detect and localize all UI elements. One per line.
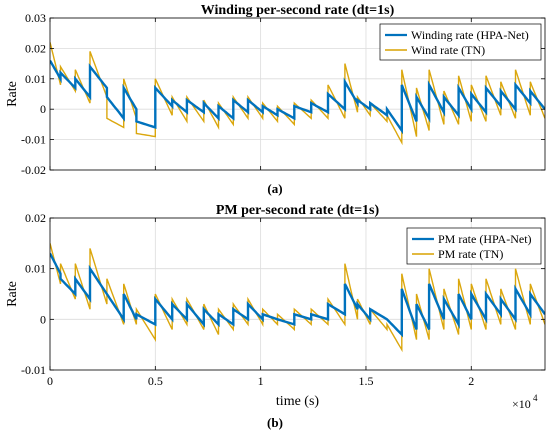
y-tick-label: 0.02: [25, 41, 46, 55]
y-axis-label: Rate: [5, 81, 20, 107]
y-tick-label: 0.01: [25, 262, 46, 276]
y-tick-label: 0.02: [25, 211, 46, 225]
panel-caption: (a): [267, 181, 282, 196]
y-tick-label: -0.01: [21, 363, 46, 377]
series-line-0: [50, 59, 545, 135]
x-tick-label: 0.5: [148, 374, 163, 388]
y-tick-label: 0: [40, 312, 46, 326]
panel-caption: (b): [267, 415, 283, 430]
x-tick-label: 0: [47, 374, 53, 388]
legend-box: [406, 227, 542, 265]
x-tick-label: 2: [468, 374, 474, 388]
x-tick-label: 1: [258, 374, 264, 388]
y-tick-label: 0: [40, 102, 46, 116]
y-tick-label: -0.02: [21, 163, 46, 177]
legend-entry-label: Wind rate (TN): [411, 43, 485, 57]
chart-panel-0: -0.02 -0.01 0 0.01 0.02 0.03 Winding per-secon…: [5, 3, 546, 196]
legend-entry-label: Winding rate (HPA-Net): [411, 28, 529, 42]
legend-box: [379, 23, 542, 61]
x-tick-label: 1.5: [358, 374, 373, 388]
axes-box: [49, 217, 546, 371]
legend-entry-label: PM rate (TN): [438, 247, 503, 261]
x-exponent-base: ×10: [512, 397, 531, 411]
series-line-0: [50, 252, 545, 338]
legend: PM rate (HPA-Net)PM rate (TN): [406, 227, 542, 265]
axes-box: [49, 17, 546, 171]
x-axis-label: time (s): [276, 394, 319, 409]
legend-entry-label: PM rate (HPA-Net): [438, 232, 532, 246]
legend: Winding rate (HPA-Net)Wind rate (TN): [379, 23, 542, 61]
y-tick-label: -0.01: [21, 133, 46, 147]
y-tick-label: 0.03: [25, 11, 46, 25]
x-exponent-power: 4: [533, 393, 538, 403]
y-axis-label: Rate: [5, 281, 20, 307]
chart-title: PM per-second rate (dt=1s): [216, 203, 380, 218]
y-tick-label: 0.01: [25, 72, 46, 86]
chart-title: Winding per-second rate (dt=1s): [201, 3, 395, 18]
